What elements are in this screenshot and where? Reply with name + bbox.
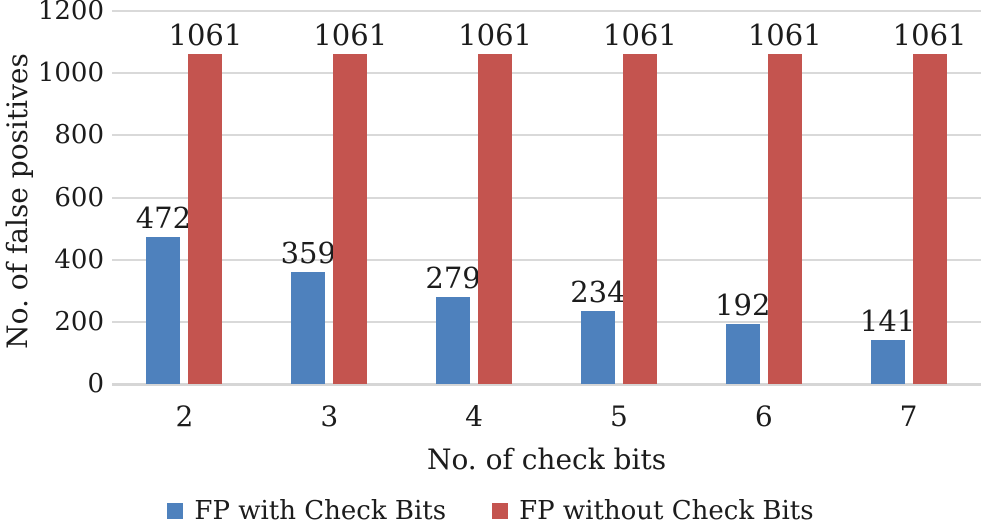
- y-tick-label: 0: [87, 369, 104, 399]
- value-label: 192: [715, 288, 771, 323]
- value-label: 1061: [168, 18, 243, 53]
- legend: FP with Check Bits FP without Check Bits: [0, 496, 981, 526]
- y-tick-label: 400: [54, 244, 104, 275]
- legend-label: FP without Check Bits: [519, 496, 814, 526]
- y-tick-label: 800: [54, 120, 104, 151]
- bar-with-check-bits-4: [436, 297, 471, 384]
- bar-without-check-bits-2: [188, 54, 223, 384]
- x-tick-label: 2: [175, 400, 194, 433]
- value-label: 279: [425, 261, 481, 296]
- legend-label: FP with Check Bits: [194, 496, 447, 526]
- x-tick-label: 3: [320, 400, 339, 433]
- value-label: 472: [135, 201, 192, 236]
- gridline: [112, 196, 981, 199]
- gridline: [112, 320, 981, 323]
- gridline: [112, 134, 981, 137]
- legend-item-without-check-bits: FP without Check Bits: [492, 496, 814, 526]
- bar-with-check-bits-5: [580, 311, 615, 384]
- y-tick-label: 600: [54, 182, 104, 213]
- legend-item-with-check-bits: FP with Check Bits: [167, 496, 446, 526]
- bar-with-check-bits-2: [146, 237, 181, 384]
- value-label: 234: [570, 275, 626, 310]
- bar-with-check-bits-7: [870, 340, 905, 384]
- gridline: [112, 258, 981, 261]
- value-label: 141: [859, 304, 916, 339]
- value-label: 1061: [603, 18, 677, 53]
- x-tick-label: 6: [754, 400, 773, 433]
- gridline: [112, 10, 981, 12]
- bar-with-check-bits-6: [725, 324, 760, 384]
- value-label: 359: [280, 236, 336, 271]
- bar-without-check-bits-5: [622, 54, 657, 384]
- x-tick-label: 7: [899, 400, 918, 433]
- value-label: 1061: [313, 18, 388, 53]
- bar-with-check-bits-3: [291, 272, 326, 384]
- x-axis-baseline: [112, 383, 981, 386]
- x-tick-label: 4: [465, 400, 483, 433]
- legend-swatch-icon: [492, 503, 509, 519]
- value-label: 1061: [892, 18, 967, 53]
- y-tick-label: 200: [54, 306, 104, 337]
- y-tick-label: 1200: [37, 0, 104, 26]
- bar-without-check-bits-7: [912, 54, 947, 384]
- x-tick-label: 5: [609, 400, 628, 433]
- bar-without-check-bits-3: [333, 54, 368, 384]
- y-tick-label: 1000: [37, 58, 104, 89]
- bar-without-check-bits-4: [478, 54, 513, 384]
- legend-swatch-icon: [167, 503, 184, 519]
- x-axis-title: No. of check bits: [426, 443, 667, 476]
- gridline: [112, 72, 981, 75]
- value-label: 1061: [747, 18, 822, 53]
- bar-without-check-bits-6: [767, 54, 802, 384]
- value-label: 1061: [458, 18, 532, 53]
